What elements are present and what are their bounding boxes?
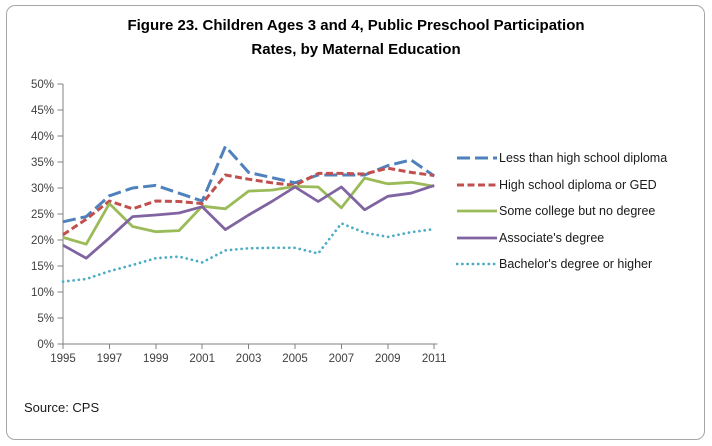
y-axis-tick-label: 50% bbox=[31, 79, 54, 91]
x-axis-tick-label: 1995 bbox=[50, 353, 76, 365]
x-axis-tick-label: 1997 bbox=[97, 353, 123, 365]
legend-label: Associate's degree bbox=[499, 230, 605, 245]
x-axis-tick-label: 2003 bbox=[236, 353, 262, 365]
legend-label: Bachelor's degree or higher bbox=[499, 257, 653, 272]
y-axis-tick-label: 45% bbox=[31, 105, 54, 117]
legend-swatch-line bbox=[457, 236, 497, 240]
legend-swatch-line bbox=[456, 262, 498, 266]
chart-title: Figure 23. Children Ages 3 and 4, Public… bbox=[0, 14, 712, 62]
legend-swatch-line bbox=[457, 209, 497, 213]
legend-label: High school diploma or GED bbox=[499, 177, 657, 192]
x-axis-tick-label: 2011 bbox=[422, 353, 447, 365]
legend-item: Bachelor's degree or higher bbox=[456, 251, 667, 278]
x-axis-tick-label: 2001 bbox=[189, 353, 215, 365]
x-axis-tick-label: 1999 bbox=[143, 353, 169, 365]
y-axis-tick-label: 10% bbox=[31, 287, 54, 299]
x-axis-tick-label: 2009 bbox=[375, 353, 401, 365]
x-axis-tick-label: 2007 bbox=[329, 353, 355, 365]
source-note: Source: CPS bbox=[24, 400, 100, 415]
y-axis-tick-label: 40% bbox=[31, 131, 54, 143]
chart-title-line1: Figure 23. Children Ages 3 and 4, Public… bbox=[127, 17, 585, 34]
figure-border bbox=[6, 5, 705, 440]
legend: Less than high school diploma High school… bbox=[456, 145, 667, 278]
legend-label: Less than high school diploma bbox=[499, 151, 668, 166]
y-axis-tick-label: 25% bbox=[31, 209, 54, 221]
y-axis-tick-label: 5% bbox=[37, 313, 54, 325]
series-line-high-school-diploma-or-ged bbox=[62, 166, 435, 237]
y-axis-tick-label: 15% bbox=[31, 261, 54, 273]
legend-label: Some college but no degree bbox=[499, 204, 656, 219]
y-axis-tick-label: 20% bbox=[31, 235, 54, 247]
legend-item: Some college but no degree bbox=[456, 198, 667, 225]
x-axis-tick-label: 2005 bbox=[282, 353, 308, 365]
legend-swatch-line bbox=[457, 183, 497, 187]
series-line-some-college-but-no-degree bbox=[62, 176, 435, 246]
series-line-associate-s-degree bbox=[62, 184, 435, 260]
chart-title-line2: Rates, by Maternal Education bbox=[251, 41, 461, 58]
y-axis-tick-label: 30% bbox=[31, 183, 54, 195]
y-axis-tick-label: 0% bbox=[37, 339, 54, 351]
legend-item: Associate's degree bbox=[456, 225, 667, 252]
series-line-bachelor-s-degree-or-higher bbox=[61, 222, 436, 283]
series-line-less-than-high-school-diploma bbox=[62, 144, 436, 224]
legend-item: High school diploma or GED bbox=[456, 172, 667, 199]
legend-item: Less than high school diploma bbox=[456, 145, 667, 172]
legend-swatch-line bbox=[457, 156, 497, 160]
y-axis-tick-label: 35% bbox=[31, 157, 54, 169]
